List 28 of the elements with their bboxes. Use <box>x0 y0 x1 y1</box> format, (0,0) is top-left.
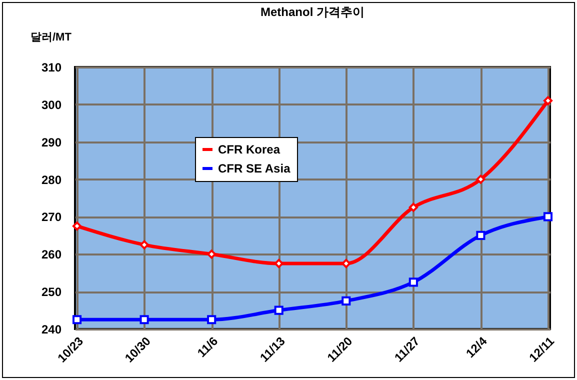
point <box>408 202 418 212</box>
point <box>140 240 149 250</box>
chart-title: Methanol 가격추이 <box>260 5 364 19</box>
legend-label: CFR SE Asia <box>218 162 291 176</box>
point <box>408 278 418 287</box>
point <box>476 230 486 240</box>
y-tick-label: 240 <box>41 322 62 336</box>
y-tick-label: 250 <box>41 285 62 300</box>
point <box>543 96 553 106</box>
point <box>274 306 284 315</box>
point <box>476 174 486 184</box>
y-tick-label: 260 <box>41 248 62 262</box>
y-tick-label: 280 <box>41 172 62 187</box>
point <box>207 250 216 259</box>
y-tick-label: 300 <box>41 98 62 112</box>
y-axis-title: 달러/MT <box>30 32 72 44</box>
point <box>140 315 149 324</box>
legend-label: CFR Korea <box>218 142 280 156</box>
point <box>342 296 351 306</box>
y-tick-label: 290 <box>41 135 62 150</box>
point <box>72 222 82 231</box>
y-tick-label: 270 <box>41 210 62 224</box>
point <box>543 212 553 222</box>
point <box>274 258 284 268</box>
point <box>72 315 82 324</box>
point <box>342 258 351 268</box>
point <box>207 315 216 324</box>
y-tick-label: 310 <box>41 60 62 74</box>
